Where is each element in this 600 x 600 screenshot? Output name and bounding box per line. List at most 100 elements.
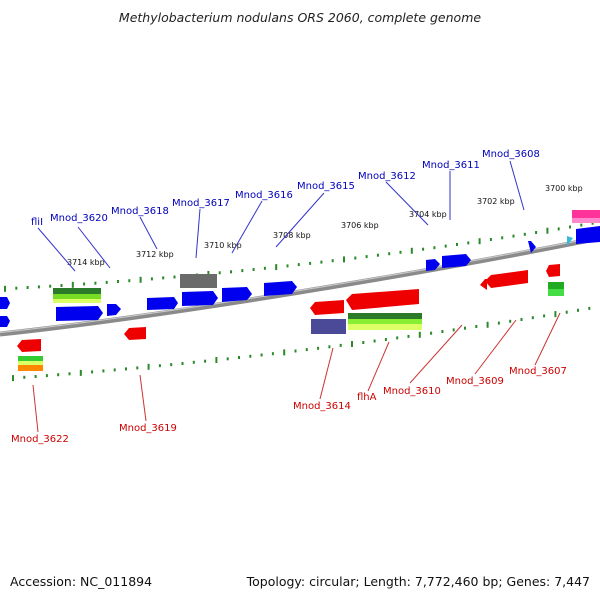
- gene-arrow[interactable]: [0, 297, 10, 309]
- gene-label[interactable]: Mnod_3617: [172, 198, 230, 209]
- tick-mark: [339, 343, 342, 347]
- tick-mark: [523, 232, 526, 236]
- gene-box[interactable]: [548, 289, 564, 296]
- tick-mark: [396, 336, 399, 340]
- gene-box[interactable]: [348, 319, 422, 324]
- gene-box[interactable]: [53, 294, 101, 299]
- gene-arrow[interactable]: [0, 316, 10, 327]
- gene-arrow[interactable]: [576, 226, 600, 244]
- tick-mark: [520, 318, 523, 321]
- tick-mark: [543, 314, 546, 318]
- gene-label[interactable]: Mnod_3611: [422, 160, 480, 171]
- reverse-leaders: [32, 312, 561, 433]
- gene-label[interactable]: Mnod_3618: [111, 206, 169, 217]
- gene-label[interactable]: Mnod_3620: [50, 213, 108, 224]
- tick-mark: [37, 285, 40, 289]
- gene-label[interactable]: flhA: [357, 392, 377, 403]
- gene-box[interactable]: [548, 282, 564, 289]
- tick-mark: [478, 238, 481, 245]
- tick-mark: [192, 360, 195, 364]
- gene-arrow[interactable]: [546, 264, 560, 277]
- gene-label[interactable]: fliI: [31, 217, 43, 228]
- gene-arrow[interactable]: [426, 259, 440, 271]
- gene-arrow[interactable]: [56, 306, 103, 321]
- tick-mark: [317, 346, 320, 350]
- gene-box[interactable]: [572, 210, 600, 218]
- gene-box[interactable]: [53, 299, 101, 303]
- tick-mark: [275, 264, 278, 271]
- gene-label[interactable]: Mnod_3619: [119, 423, 177, 434]
- accession-text: Accession: NC_011894: [10, 574, 153, 589]
- gene-box[interactable]: [18, 361, 43, 365]
- genome-backbone: [0, 235, 600, 337]
- reverse-genes: [17, 264, 564, 371]
- scale-label: 3704 kbp: [409, 210, 447, 219]
- lower-tick-track: [12, 306, 591, 382]
- gene-label[interactable]: Mnod_3616: [235, 190, 293, 201]
- gene-arrow[interactable]: [124, 327, 146, 340]
- tick-mark: [509, 319, 512, 323]
- gene-arrow[interactable]: [528, 241, 536, 253]
- tick-mark: [418, 331, 421, 338]
- tick-mark: [226, 357, 229, 361]
- tick-mark: [215, 357, 218, 363]
- gene-box[interactable]: [572, 218, 600, 223]
- gene-box[interactable]: [18, 356, 43, 361]
- reverse-gene-labels: Mnod_3622 Mnod_3619 Mnod_3614 flhA Mnod_…: [11, 366, 567, 445]
- gene-label[interactable]: Mnod_3612: [358, 171, 416, 182]
- tick-mark: [410, 247, 413, 254]
- gene-label[interactable]: Mnod_3609: [446, 376, 504, 387]
- gene-arrow[interactable]: [147, 297, 178, 310]
- tick-mark: [294, 349, 297, 353]
- gene-label[interactable]: Mnod_3608: [482, 149, 540, 160]
- gene-arrow[interactable]: [442, 254, 471, 268]
- tick-mark: [467, 241, 470, 245]
- tick-mark: [125, 367, 127, 371]
- gene-arrow[interactable]: [264, 281, 297, 296]
- tick-mark: [444, 244, 447, 248]
- tick-mark: [384, 338, 387, 341]
- tick-mark: [207, 270, 210, 277]
- tick-mark: [4, 285, 6, 292]
- gene-arrow[interactable]: [182, 291, 218, 306]
- gene-label[interactable]: Mnod_3622: [11, 434, 69, 445]
- tick-mark: [26, 286, 29, 289]
- gene-arrow[interactable]: [480, 279, 487, 290]
- tick-mark: [117, 280, 119, 283]
- tick-mark: [170, 363, 173, 367]
- tick-mark: [79, 369, 82, 376]
- gene-box[interactable]: [348, 324, 422, 330]
- tick-mark: [328, 345, 331, 349]
- tick-mark: [286, 264, 289, 268]
- gene-box[interactable]: [348, 313, 422, 319]
- gene-label[interactable]: Mnod_3610: [383, 386, 441, 397]
- tick-mark: [218, 271, 221, 275]
- tick-mark: [565, 310, 568, 314]
- gene-box[interactable]: [311, 319, 346, 334]
- tick-mark: [309, 261, 312, 265]
- tick-mark: [49, 284, 52, 288]
- tick-mark: [475, 325, 478, 328]
- gene-arrow[interactable]: [222, 287, 252, 302]
- gene-box[interactable]: [180, 274, 217, 288]
- gene-label[interactable]: Mnod_3607: [509, 366, 567, 377]
- tick-mark: [297, 263, 300, 267]
- tick-mark: [12, 375, 14, 382]
- tick-mark: [365, 255, 368, 259]
- gene-label[interactable]: Mnod_3614: [293, 401, 351, 412]
- gene-label[interactable]: Mnod_3615: [297, 181, 355, 192]
- gene-arrow[interactable]: [485, 270, 528, 288]
- gene-arrow[interactable]: [17, 339, 41, 352]
- gene-arrow[interactable]: [310, 300, 344, 315]
- gene-box[interactable]: [53, 288, 101, 294]
- gene-arrow[interactable]: [567, 236, 573, 246]
- tick-mark: [271, 352, 274, 356]
- gene-box[interactable]: [18, 365, 43, 371]
- tick-mark: [535, 231, 538, 234]
- tick-mark: [546, 227, 549, 234]
- tick-mark: [343, 256, 345, 263]
- gene-arrow[interactable]: [346, 289, 419, 310]
- tick-mark: [128, 279, 131, 283]
- gene-arrow[interactable]: [107, 304, 121, 316]
